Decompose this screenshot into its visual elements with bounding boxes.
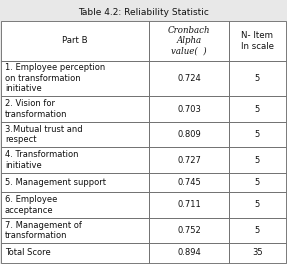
Bar bbox=[229, 96, 286, 122]
Bar bbox=[1, 192, 149, 218]
Text: 0.711: 0.711 bbox=[177, 200, 201, 210]
Bar bbox=[149, 218, 229, 243]
Text: Table 4.2: Reliability Statistic: Table 4.2: Reliability Statistic bbox=[78, 7, 209, 17]
Text: 4. Transformation
initiative: 4. Transformation initiative bbox=[5, 150, 78, 170]
Bar bbox=[1, 218, 149, 243]
Bar bbox=[1, 147, 149, 173]
Text: Cronbach
Alpha
value(  ): Cronbach Alpha value( ) bbox=[168, 26, 210, 56]
Bar bbox=[149, 21, 229, 60]
Text: 5. Management support: 5. Management support bbox=[5, 178, 106, 187]
Bar bbox=[1, 122, 149, 147]
Text: 35: 35 bbox=[252, 248, 263, 257]
Bar bbox=[229, 60, 286, 96]
Bar bbox=[229, 218, 286, 243]
Bar bbox=[149, 173, 229, 192]
Bar bbox=[1, 243, 149, 263]
Bar bbox=[229, 173, 286, 192]
Bar bbox=[1, 60, 149, 96]
Text: 5: 5 bbox=[255, 105, 260, 114]
Text: Part B: Part B bbox=[63, 36, 88, 45]
Text: 0.752: 0.752 bbox=[177, 226, 201, 235]
Text: 0.894: 0.894 bbox=[177, 248, 201, 257]
Bar bbox=[1, 21, 149, 60]
Bar bbox=[229, 147, 286, 173]
Text: N- Item
In scale: N- Item In scale bbox=[241, 31, 274, 51]
Text: 2. Vision for
transformation: 2. Vision for transformation bbox=[5, 99, 67, 119]
Bar bbox=[149, 243, 229, 263]
Bar bbox=[1, 96, 149, 122]
Text: 0.727: 0.727 bbox=[177, 155, 201, 164]
Text: 3.Mutual trust and
respect: 3.Mutual trust and respect bbox=[5, 125, 82, 144]
Text: 5: 5 bbox=[255, 200, 260, 210]
Text: 5: 5 bbox=[255, 155, 260, 164]
Text: Total Score: Total Score bbox=[5, 248, 51, 257]
Text: 1. Employee perception
on transformation
initiative: 1. Employee perception on transformation… bbox=[5, 63, 105, 93]
Text: 5: 5 bbox=[255, 226, 260, 235]
Bar bbox=[149, 96, 229, 122]
Text: 5: 5 bbox=[255, 74, 260, 83]
Text: 5: 5 bbox=[255, 130, 260, 139]
Text: 6. Employee
acceptance: 6. Employee acceptance bbox=[5, 195, 57, 215]
Text: 0.724: 0.724 bbox=[177, 74, 201, 83]
Bar bbox=[1, 173, 149, 192]
Bar bbox=[229, 21, 286, 60]
Bar bbox=[229, 192, 286, 218]
Text: 7. Management of
transformation: 7. Management of transformation bbox=[5, 221, 82, 240]
Bar bbox=[229, 122, 286, 147]
Text: 5: 5 bbox=[255, 178, 260, 187]
Bar bbox=[149, 122, 229, 147]
Text: 0.745: 0.745 bbox=[177, 178, 201, 187]
Bar bbox=[149, 192, 229, 218]
Bar bbox=[229, 243, 286, 263]
Text: 0.809: 0.809 bbox=[177, 130, 201, 139]
Bar bbox=[149, 60, 229, 96]
Bar bbox=[149, 147, 229, 173]
Text: 0.703: 0.703 bbox=[177, 105, 201, 114]
